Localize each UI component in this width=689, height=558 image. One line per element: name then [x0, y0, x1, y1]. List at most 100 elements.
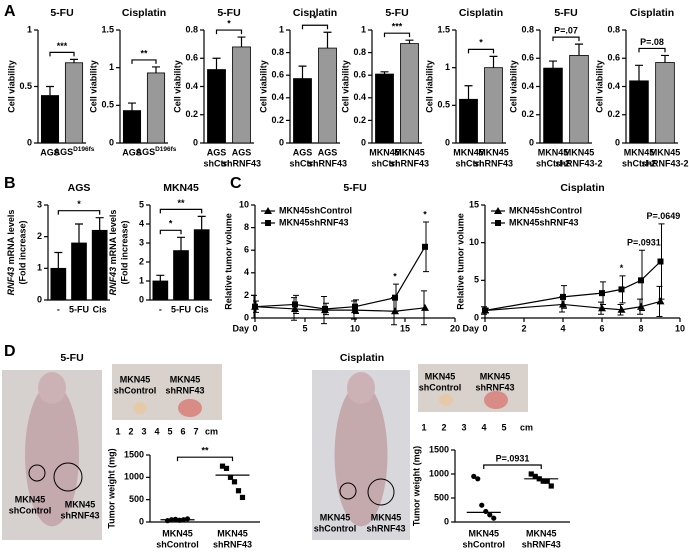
- error-bar: [635, 64, 643, 81]
- marker: [637, 302, 645, 310]
- marker: [184, 516, 191, 522]
- y-tick-label: 4: [139, 218, 144, 228]
- significance-label: P=.0931: [496, 453, 530, 463]
- significance-bracket: [159, 208, 203, 214]
- y-tick-label: 0: [27, 137, 32, 147]
- mouse-body: [334, 383, 388, 527]
- marker: [657, 258, 664, 265]
- x-tick-label: 4: [560, 323, 565, 333]
- mouse-label: shRNF43: [366, 523, 405, 533]
- x-tick-label: shRNF43: [390, 158, 429, 168]
- x-tick-label: MKN45: [394, 147, 425, 157]
- bar: [152, 280, 169, 301]
- significance-label: ***: [392, 22, 403, 32]
- legend-label: MKN45shRNF43: [279, 217, 349, 227]
- y-tick-label: 0.6: [353, 70, 366, 80]
- bar: [207, 69, 226, 144]
- significance-label: ***: [57, 41, 68, 51]
- dish-label: shControl: [114, 385, 157, 395]
- dish-photo: [112, 364, 222, 420]
- chart-title: 5-FU: [554, 7, 577, 19]
- error-bar: [197, 215, 206, 230]
- ruler-label: 5: [501, 422, 506, 432]
- y-axis-label: Cell viability: [172, 60, 182, 113]
- x-tick-label: AGS: [40, 147, 60, 157]
- ruler-label: 4: [481, 422, 486, 432]
- significance-bracket: [467, 48, 495, 54]
- ruler-label: 1: [421, 422, 426, 432]
- bar: [459, 98, 478, 144]
- marker: [491, 515, 497, 521]
- x-tick-label: MKN45: [369, 147, 400, 157]
- significance-bracket: [638, 47, 666, 53]
- bar: [40, 95, 60, 144]
- bar: [318, 47, 337, 144]
- y-tick-label: 4: [244, 267, 249, 277]
- ruler-label: 3: [141, 426, 146, 436]
- x-tick-label: 2: [521, 323, 526, 333]
- x-tick-label: shRNF43: [522, 539, 561, 549]
- tumor-circle: [53, 462, 83, 492]
- error-bar: [152, 66, 160, 73]
- marker: [422, 243, 428, 250]
- dish-label: shControl: [419, 382, 462, 392]
- chart-title: 5-FU: [385, 7, 408, 19]
- significance-bracket: [383, 32, 411, 38]
- y-tick-label: 6: [244, 245, 249, 255]
- marker: [559, 300, 567, 308]
- x-tick-label: AGS: [318, 147, 338, 157]
- marker: [560, 293, 566, 300]
- dish-label: MKN45: [170, 374, 201, 384]
- x-tick-label: shRNF43-2: [555, 158, 602, 168]
- marker: [322, 305, 328, 312]
- x-tick-label: AGSD196fs: [136, 146, 177, 157]
- y-tick-label: 0.8: [185, 24, 198, 34]
- marker: [617, 305, 626, 313]
- x-tick-label: shRNF43: [213, 539, 252, 549]
- marker: [291, 304, 299, 312]
- legend-label: MKN45shRNF43: [509, 217, 579, 227]
- y-tick-label: 0.2: [185, 109, 198, 119]
- x-tick-label: shControl: [156, 539, 199, 549]
- dish-label: shRNF43: [165, 385, 204, 395]
- y-axis-label-text: mRNA levels: [6, 210, 16, 267]
- chart-title: Cisplatin: [293, 7, 337, 19]
- y-axis-label: Cell viability: [6, 60, 16, 113]
- y-axis-label: Cell viability: [508, 60, 518, 113]
- y-tick-label: 0: [279, 137, 284, 147]
- x-tick-label: 10: [675, 323, 685, 333]
- marker: [528, 471, 534, 477]
- mouse-label: shRNF43: [60, 510, 99, 520]
- significance-bracket: [483, 464, 542, 469]
- y-tick-label: 10: [469, 237, 479, 247]
- error-bar: [128, 102, 136, 111]
- error-bar: [212, 57, 221, 70]
- significance-bracket: [552, 36, 580, 42]
- significance-bracket: [176, 456, 234, 462]
- significance-label: *: [77, 199, 81, 209]
- x-tick-label: 0: [252, 323, 257, 333]
- y-axis-label: Tumor weight (mg): [411, 446, 421, 526]
- marker: [235, 488, 242, 494]
- y-tick-label: 2: [37, 231, 42, 241]
- marker: [656, 297, 665, 305]
- marker: [475, 476, 481, 482]
- marker: [223, 465, 230, 471]
- x-tick-label: 15: [400, 323, 410, 333]
- significance-bracket: [131, 59, 157, 64]
- x-tick-label: shCtrl: [203, 158, 229, 168]
- y-tick-label: 1500: [124, 449, 144, 459]
- marker: [231, 479, 238, 485]
- y-tick-label: 2: [139, 256, 144, 266]
- marker: [265, 220, 271, 226]
- marker: [352, 303, 358, 310]
- ruler-label: 3: [461, 422, 466, 432]
- y-tick-label: 0: [361, 137, 366, 147]
- mouse-label: MKN45: [15, 494, 46, 504]
- y-tick-label: 0: [37, 294, 42, 304]
- y-tick-label: 1.5: [101, 24, 114, 34]
- y-axis-label: (Fold increase): [17, 220, 27, 284]
- y-tick-label: 0.6: [521, 53, 534, 63]
- y-tick-label: 0.2: [353, 115, 366, 125]
- x-tick-label: shCtrl: [289, 158, 315, 168]
